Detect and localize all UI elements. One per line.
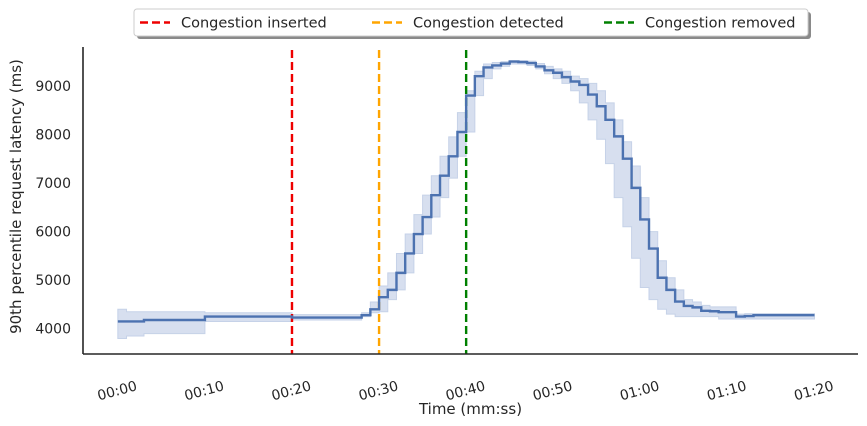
x-tick-label-2: 00:20 bbox=[270, 378, 313, 404]
y-tick-labels: 4000 5000 6000 7000 8000 9000 bbox=[35, 79, 71, 338]
x-tick-label-5: 00:50 bbox=[531, 378, 574, 404]
legend: Congestion inserted Congestion detected Co… bbox=[133, 8, 811, 39]
x-tick-label-3: 00:30 bbox=[357, 378, 400, 404]
legend-items: Congestion inserted Congestion detected Co… bbox=[140, 16, 796, 32]
y-tick-label-1: 5000 bbox=[35, 273, 71, 289]
x-tick-label-1: 00:10 bbox=[183, 378, 226, 404]
x-axis-label: Time (mm:ss) bbox=[418, 400, 522, 418]
y-tick-label-3: 7000 bbox=[35, 176, 71, 192]
y-tick-label-0: 4000 bbox=[35, 322, 71, 338]
x-tick-label-0: 00:00 bbox=[96, 378, 139, 404]
series-line-layer bbox=[117, 60, 815, 323]
series-0-confidence-band bbox=[117, 60, 815, 339]
y-tick-label-5: 9000 bbox=[35, 79, 71, 95]
x-tick-label-8: 01:20 bbox=[792, 378, 835, 404]
legend-box bbox=[133, 8, 809, 37]
y-tick-label-2: 6000 bbox=[35, 225, 71, 241]
series-0-latency-line bbox=[117, 60, 815, 323]
legend-label-1: Congestion detected bbox=[413, 16, 564, 32]
y-tick-label-4: 8000 bbox=[35, 127, 71, 143]
x-tick-label-6: 01:00 bbox=[618, 378, 661, 404]
x-tick-label-7: 01:10 bbox=[705, 378, 748, 404]
confidence-band-layer bbox=[117, 60, 815, 339]
legend-label-2: Congestion removed bbox=[645, 16, 796, 32]
axes bbox=[82, 47, 858, 355]
y-axis-label: 90th percentile request latency (ms) bbox=[7, 59, 25, 334]
legend-label-0: Congestion inserted bbox=[181, 16, 327, 32]
